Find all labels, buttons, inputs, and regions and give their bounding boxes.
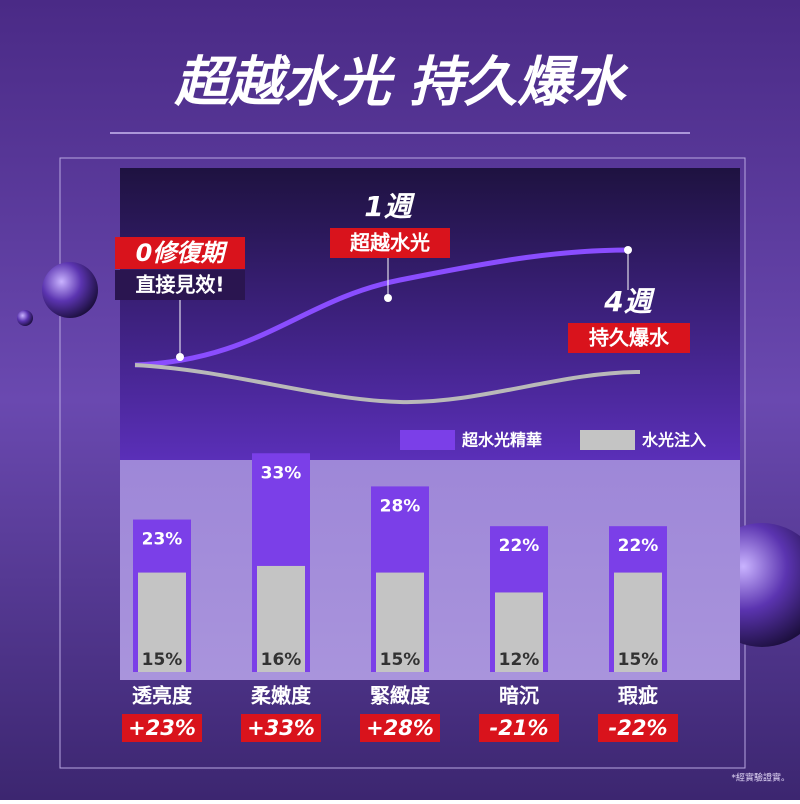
- bar: [376, 572, 424, 672]
- value-label: 15%: [142, 650, 183, 670]
- callout-box: [568, 323, 690, 353]
- value-label: 12%: [499, 650, 540, 670]
- value-label: 23%: [142, 530, 183, 550]
- footnote: *經實驗證實。: [731, 772, 790, 784]
- value-label: 22%: [499, 536, 540, 556]
- category-label: 暗沉: [499, 684, 539, 708]
- value-label: 22%: [618, 536, 659, 556]
- orb: [42, 262, 98, 318]
- bar: [614, 572, 662, 672]
- badge-text: +33%: [247, 716, 315, 740]
- value-label: 28%: [380, 496, 421, 516]
- category-label: 緊緻度: [370, 684, 431, 708]
- callout-text: 直接見效!: [135, 273, 224, 297]
- callout-text: 持久爆水: [589, 326, 670, 350]
- trend-line: [134, 363, 641, 405]
- callout-box: [330, 228, 450, 258]
- category-label: 瑕疵: [618, 684, 658, 708]
- badge: [360, 714, 440, 742]
- bar: [138, 572, 186, 672]
- value-label: 15%: [380, 650, 421, 670]
- badge-text: +23%: [128, 716, 196, 740]
- category-label: 柔嫩度: [251, 684, 312, 708]
- orb: [17, 310, 33, 326]
- badge-text: +28%: [366, 716, 434, 740]
- title: 超越水光 持久爆水: [174, 51, 630, 114]
- category-label: 透亮度: [132, 684, 193, 708]
- callout-title: 4週: [603, 285, 655, 318]
- callout-title: 0修復期: [136, 239, 229, 267]
- legend-swatch: [400, 430, 455, 450]
- value-label: 33%: [261, 463, 302, 483]
- badge-text: -22%: [609, 716, 668, 740]
- legend-swatch: [580, 430, 635, 450]
- badge: [598, 714, 678, 742]
- callout-box: [115, 270, 245, 300]
- legend-label: 超水光精華: [461, 431, 542, 450]
- line-panel: [120, 168, 740, 460]
- badge: [122, 714, 202, 742]
- callout-text: 超越水光: [349, 231, 430, 255]
- callout-box: [115, 237, 245, 269]
- bar: [495, 592, 543, 672]
- frame: [59, 157, 746, 769]
- legend-label: 水光注入: [642, 431, 706, 450]
- callout-title: 1週: [364, 190, 415, 223]
- value-label: 15%: [618, 650, 659, 670]
- badge: [241, 714, 321, 742]
- badge: [479, 714, 559, 742]
- badge-text: -21%: [490, 716, 549, 740]
- bar: [257, 565, 305, 672]
- trend-line: [134, 247, 631, 368]
- value-label: 16%: [261, 650, 302, 670]
